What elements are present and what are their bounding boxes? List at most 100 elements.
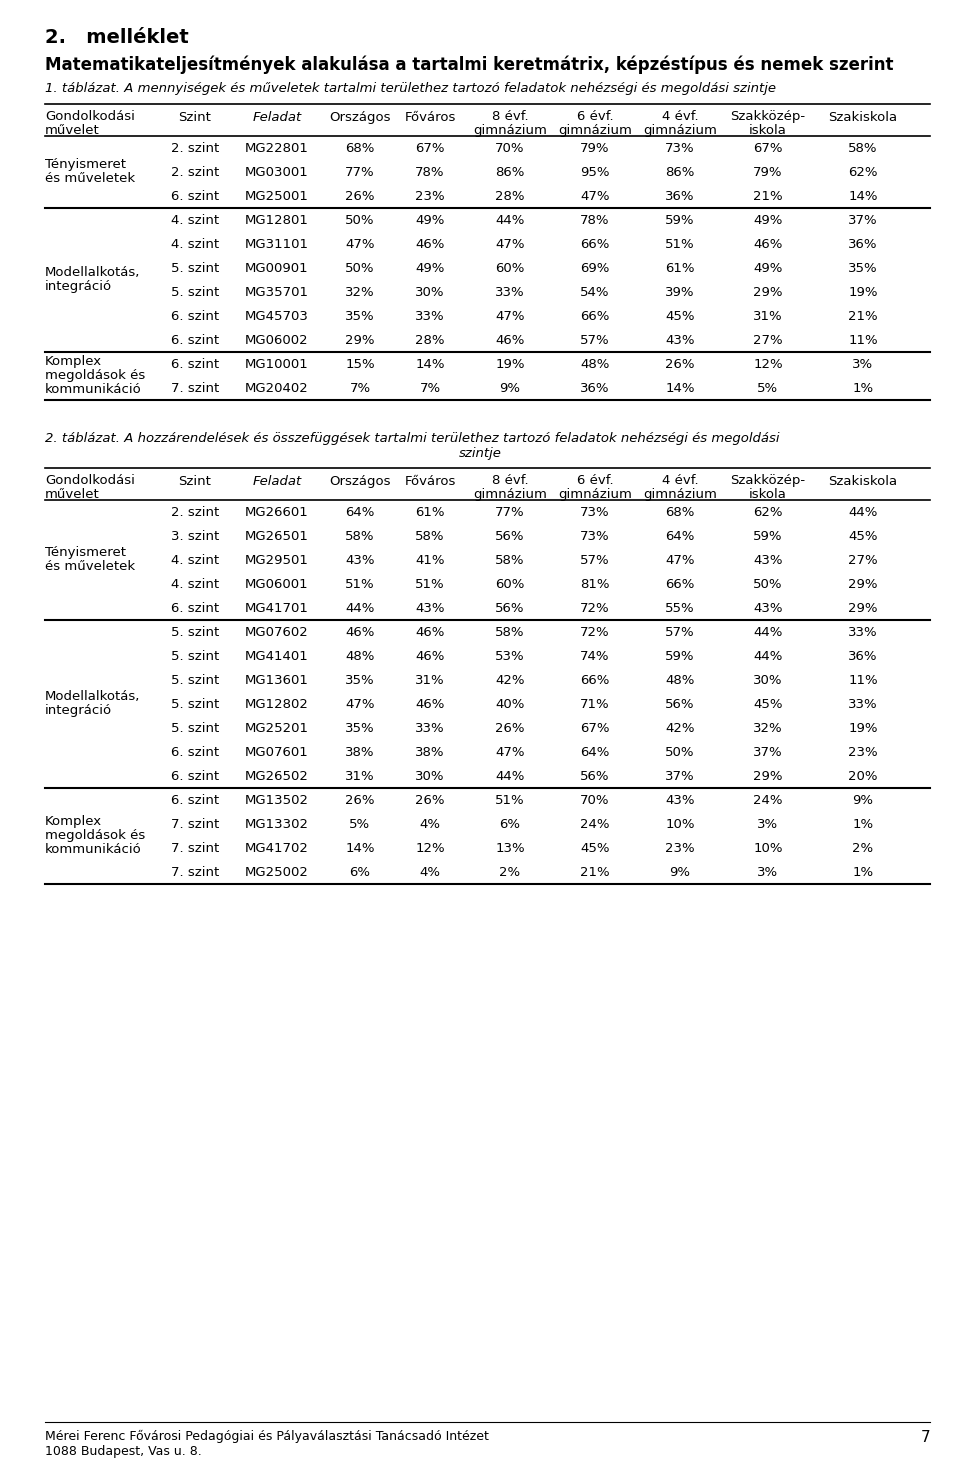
Text: 7. szint: 7. szint	[171, 865, 219, 878]
Text: 45%: 45%	[754, 697, 782, 710]
Text: 66%: 66%	[665, 578, 695, 590]
Text: 21%: 21%	[754, 190, 782, 203]
Text: 3%: 3%	[757, 865, 779, 878]
Text: MG41401: MG41401	[245, 650, 309, 662]
Text: MG25201: MG25201	[245, 721, 309, 734]
Text: 5%: 5%	[349, 818, 371, 831]
Text: 64%: 64%	[580, 746, 610, 759]
Text: 44%: 44%	[495, 213, 525, 227]
Text: 9%: 9%	[499, 381, 520, 394]
Text: 4 évf.: 4 évf.	[661, 474, 698, 487]
Text: 33%: 33%	[849, 625, 877, 638]
Text: 23%: 23%	[665, 841, 695, 855]
Text: 29%: 29%	[754, 769, 782, 783]
Text: MG13502: MG13502	[245, 793, 309, 806]
Text: Mérei Ferenc Fővárosi Pedagógiai és Pályaválasztási Tanácsadó Intézet: Mérei Ferenc Fővárosi Pedagógiai és Pály…	[45, 1430, 489, 1443]
Text: 8 évf.: 8 évf.	[492, 474, 528, 487]
Text: 1%: 1%	[852, 818, 874, 831]
Text: 21%: 21%	[849, 309, 877, 322]
Text: 73%: 73%	[665, 141, 695, 154]
Text: 31%: 31%	[346, 769, 374, 783]
Text: 64%: 64%	[346, 506, 374, 518]
Text: 31%: 31%	[415, 674, 444, 687]
Text: Országos: Országos	[329, 475, 391, 487]
Text: 44%: 44%	[754, 625, 782, 638]
Text: 43%: 43%	[346, 553, 374, 566]
Text: 46%: 46%	[416, 650, 444, 662]
Text: 68%: 68%	[346, 141, 374, 154]
Text: 27%: 27%	[754, 334, 782, 347]
Text: 79%: 79%	[580, 141, 610, 154]
Text: 68%: 68%	[665, 506, 695, 518]
Text: 19%: 19%	[849, 285, 877, 299]
Text: 6. szint: 6. szint	[171, 309, 219, 322]
Text: 36%: 36%	[665, 190, 695, 203]
Text: 1%: 1%	[852, 865, 874, 878]
Text: Gondolkodási: Gondolkodási	[45, 474, 134, 487]
Text: 46%: 46%	[416, 237, 444, 250]
Text: 3%: 3%	[757, 818, 779, 831]
Text: Modellalkotás,: Modellalkotás,	[45, 266, 140, 279]
Text: 36%: 36%	[849, 650, 877, 662]
Text: 42%: 42%	[495, 674, 525, 687]
Text: 47%: 47%	[495, 746, 525, 759]
Text: és műveletek: és műveletek	[45, 172, 135, 185]
Text: 10%: 10%	[665, 818, 695, 831]
Text: 6. szint: 6. szint	[171, 602, 219, 615]
Text: 2. szint: 2. szint	[171, 166, 219, 178]
Text: integráció: integráció	[45, 705, 112, 716]
Text: 67%: 67%	[754, 141, 782, 154]
Text: 59%: 59%	[665, 650, 695, 662]
Text: 46%: 46%	[346, 625, 374, 638]
Text: 49%: 49%	[754, 262, 782, 275]
Text: 73%: 73%	[580, 530, 610, 543]
Text: 3. szint: 3. szint	[171, 530, 219, 543]
Text: Tényismeret: Tényismeret	[45, 157, 126, 171]
Text: 6. szint: 6. szint	[171, 793, 219, 806]
Text: 61%: 61%	[416, 506, 444, 518]
Text: 64%: 64%	[665, 530, 695, 543]
Text: megoldások és: megoldások és	[45, 369, 145, 382]
Text: 39%: 39%	[665, 285, 695, 299]
Text: MG45703: MG45703	[245, 309, 309, 322]
Text: 56%: 56%	[665, 697, 695, 710]
Text: 58%: 58%	[849, 141, 877, 154]
Text: Szakiskola: Szakiskola	[828, 475, 898, 487]
Text: 33%: 33%	[415, 309, 444, 322]
Text: 46%: 46%	[416, 697, 444, 710]
Text: gimnázium: gimnázium	[473, 124, 547, 137]
Text: MG06001: MG06001	[245, 578, 309, 590]
Text: Feladat: Feladat	[252, 110, 301, 124]
Text: 9%: 9%	[852, 793, 874, 806]
Text: MG07601: MG07601	[245, 746, 309, 759]
Text: 31%: 31%	[754, 309, 782, 322]
Text: MG41701: MG41701	[245, 602, 309, 615]
Text: 4%: 4%	[420, 865, 441, 878]
Text: 4%: 4%	[420, 818, 441, 831]
Text: 4. szint: 4. szint	[171, 237, 219, 250]
Text: 7. szint: 7. szint	[171, 841, 219, 855]
Text: 44%: 44%	[849, 506, 877, 518]
Text: 4. szint: 4. szint	[171, 553, 219, 566]
Text: gimnázium: gimnázium	[643, 488, 717, 502]
Text: 2. szint: 2. szint	[171, 506, 219, 518]
Text: 53%: 53%	[495, 650, 525, 662]
Text: 30%: 30%	[754, 674, 782, 687]
Text: 45%: 45%	[580, 841, 610, 855]
Text: 57%: 57%	[580, 334, 610, 347]
Text: 36%: 36%	[580, 381, 610, 394]
Text: 5. szint: 5. szint	[171, 674, 219, 687]
Text: integráció: integráció	[45, 279, 112, 293]
Text: 23%: 23%	[415, 190, 444, 203]
Text: 6. szint: 6. szint	[171, 334, 219, 347]
Text: 2. táblázat. A hozzárendelések és összefüggések tartalmi területhez tartozó fela: 2. táblázat. A hozzárendelések és összef…	[45, 432, 780, 446]
Text: 35%: 35%	[346, 721, 374, 734]
Text: 7. szint: 7. szint	[171, 381, 219, 394]
Text: MG31101: MG31101	[245, 237, 309, 250]
Text: művelet: művelet	[45, 124, 100, 137]
Text: 26%: 26%	[346, 793, 374, 806]
Text: Szakiskola: Szakiskola	[828, 110, 898, 124]
Text: 7: 7	[921, 1430, 930, 1445]
Text: 51%: 51%	[415, 578, 444, 590]
Text: gimnázium: gimnázium	[558, 488, 632, 502]
